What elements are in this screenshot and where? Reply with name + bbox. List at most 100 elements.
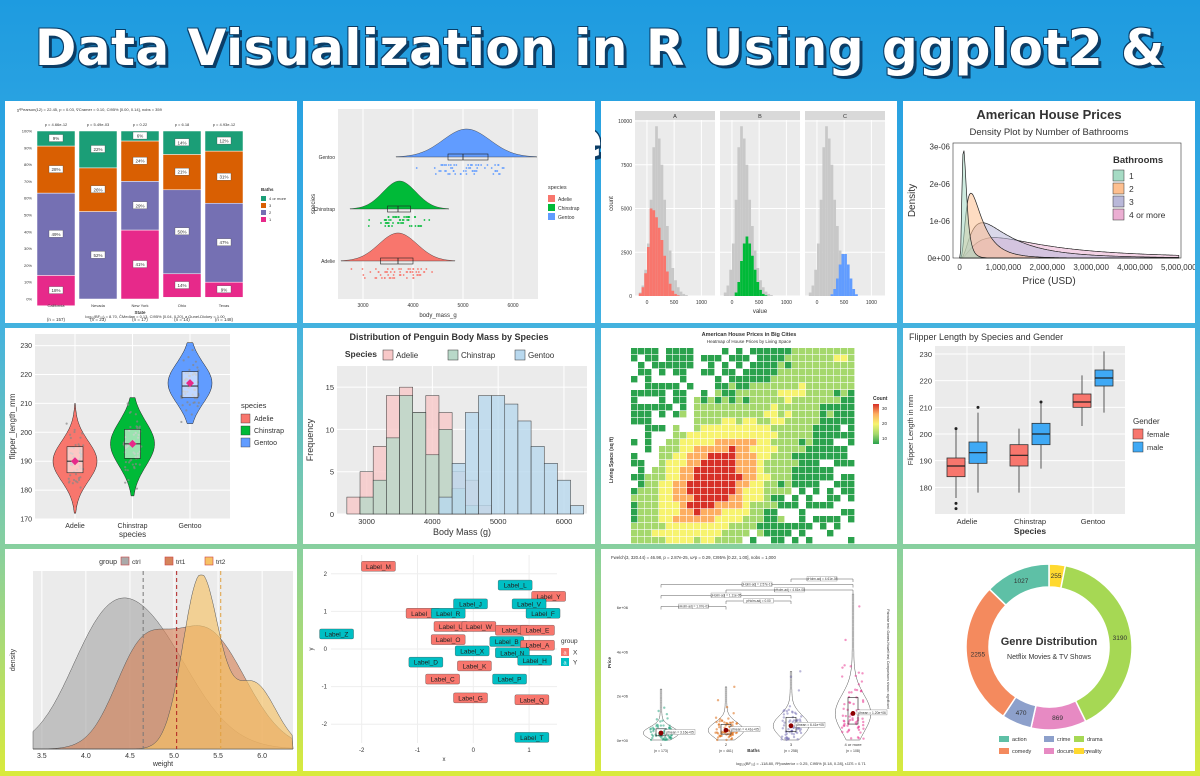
data-point (651, 726, 655, 729)
heatmap-cell (764, 481, 771, 488)
point-label-box (525, 608, 561, 619)
data-point (858, 605, 861, 608)
heatmap-cell (806, 425, 813, 432)
data-point (659, 720, 662, 723)
data-point (718, 720, 721, 723)
heatmap-cell (729, 481, 736, 488)
chart-subtitle: Netflix Movies & TV Shows (1007, 654, 1091, 661)
heatmap-cell (799, 425, 806, 432)
data-point (842, 707, 845, 711)
data-point (394, 216, 397, 218)
heatmap-cell (680, 460, 687, 467)
heatmap-cell (820, 369, 827, 376)
heatmap-cell (771, 509, 778, 516)
bar (666, 226, 669, 296)
point-label: Label_V (517, 601, 542, 608)
y-tick-label: 180 (20, 488, 32, 495)
x-tick-label: California (48, 303, 66, 308)
data-point (854, 721, 857, 724)
heatmap-cell (750, 376, 757, 383)
heatmap-cell (771, 439, 778, 446)
heatmap-cell (659, 369, 666, 376)
data-point (69, 474, 72, 477)
bar (742, 243, 746, 296)
data-point (414, 216, 417, 218)
heatmap-cell (757, 432, 764, 439)
y-tick-label: 0% (26, 297, 32, 302)
heatmap-cell (813, 348, 820, 355)
legend-label: trt2 (216, 559, 226, 566)
heatmap-cell (750, 502, 757, 509)
heatmap-cell (771, 418, 778, 425)
heatmap-cell (757, 390, 764, 397)
chart-violin: 170180190200210220230flipper_length_mmAd… (8, 334, 284, 539)
heatmap-cell (820, 355, 827, 362)
data-point (861, 723, 865, 727)
heatmap-cell (673, 509, 680, 516)
heatmap-cell (750, 348, 757, 355)
x-tick-label: Ohio (178, 303, 187, 308)
heatmap-cell (799, 460, 806, 467)
data-point (848, 701, 851, 704)
x-tick-label: Chinstrap (1014, 517, 1046, 526)
heatmap-cell (673, 537, 680, 544)
heatmap-cell (750, 432, 757, 439)
heatmap-cell (778, 502, 785, 509)
facet-label: A (673, 114, 677, 120)
chart-heatmap: American House Prices in Big CitiesHeatm… (609, 332, 888, 544)
data-point (484, 167, 486, 169)
legend-key (1074, 736, 1084, 742)
heatmap-cell (757, 446, 764, 453)
heatmap-cell (638, 411, 645, 418)
heatmap-cell (729, 439, 736, 446)
data-point (649, 738, 653, 742)
legend-key (120, 556, 130, 566)
bar (425, 454, 440, 515)
heatmap-cell (659, 446, 666, 453)
heatmap-cell (792, 502, 799, 509)
data-point (433, 167, 436, 169)
heatmap-cell (715, 523, 722, 530)
bar (679, 291, 683, 296)
heatmap-cell (848, 425, 855, 432)
data-point (399, 271, 402, 273)
heatmap-cell (778, 530, 785, 537)
heatmap-cell (694, 432, 701, 439)
heatmap-cell (673, 481, 680, 488)
heatmap-cell (785, 488, 792, 495)
heatmap-cell (652, 488, 659, 495)
point-label: Label_U (439, 624, 464, 631)
point-label-box (514, 694, 550, 705)
bar (827, 138, 831, 296)
data-point (465, 170, 467, 172)
heatmap-cell (750, 516, 757, 523)
heatmap-cell (785, 390, 792, 397)
heatmap-cell (778, 383, 785, 390)
data-point (124, 481, 127, 484)
heatmap-cell (708, 474, 715, 481)
point-label: Label_M (366, 564, 391, 571)
heatmap-cell (764, 502, 771, 509)
data-point (501, 167, 504, 169)
data-point (497, 164, 500, 166)
heatmap-cell (764, 453, 771, 460)
x-tick-label: 1000 (696, 300, 707, 306)
data-point (439, 170, 442, 172)
legend-label: ctrl (132, 559, 141, 566)
heatmap-cell (722, 502, 729, 509)
bar (676, 287, 680, 296)
x-axis-title: State (134, 310, 146, 315)
legend-key (999, 736, 1009, 742)
heatmap-cell (708, 355, 715, 362)
heatmap-cell (701, 495, 708, 502)
heatmap-cell (771, 362, 778, 369)
data-point (392, 274, 395, 276)
heatmap-cell (799, 369, 806, 376)
bar (641, 287, 645, 296)
chart-footer: log₁₀(BF₀₁) = -118.80, R²posterior = 0.2… (736, 761, 866, 766)
data-point (379, 274, 382, 276)
data-point (192, 363, 195, 367)
heatmap-cell (715, 411, 722, 418)
data-point (72, 478, 76, 482)
density-half-violin (340, 232, 456, 262)
